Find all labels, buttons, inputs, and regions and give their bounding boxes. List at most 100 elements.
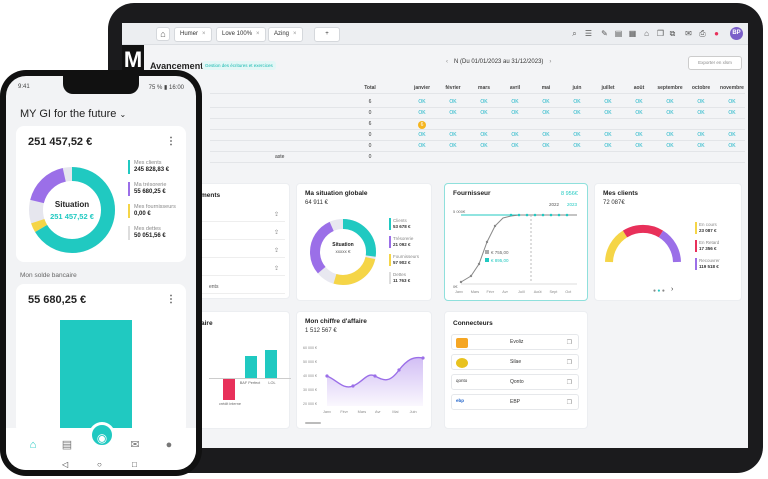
print-icon[interactable]: ⎙ bbox=[699, 29, 706, 38]
menu-icon[interactable]: ☰ bbox=[584, 29, 593, 38]
export-button[interactable]: Exporter en xlsm bbox=[688, 56, 742, 70]
table-header-cell: janvier bbox=[413, 85, 431, 91]
browser-tab-humer[interactable]: Humer × bbox=[174, 27, 212, 42]
browser-tab-love[interactable]: Love 100% × bbox=[216, 27, 266, 42]
bank-icon[interactable]: ⌂ bbox=[644, 29, 649, 38]
notification-icon[interactable]: ● bbox=[714, 29, 719, 38]
link-icon[interactable]: ⧉ bbox=[669, 29, 676, 38]
document-item[interactable]: ⇪ bbox=[201, 208, 285, 222]
axis-tick-label: Janv bbox=[323, 410, 332, 414]
document-item[interactable]: ⇪ bbox=[201, 244, 285, 258]
copy-icon[interactable]: ❐ bbox=[656, 29, 665, 38]
fournisseur-card[interactable]: Fournisseur 8 956€ 2022 2023 5 000€ 0€ €… bbox=[444, 183, 588, 301]
legend-label: Recouvrer bbox=[699, 258, 720, 263]
connector-evoliz[interactable]: Evoliz ❐ bbox=[451, 334, 579, 350]
table-header-cell: mars bbox=[478, 85, 490, 91]
status-ok: OK bbox=[697, 132, 705, 138]
close-icon[interactable]: × bbox=[256, 31, 260, 37]
profile-icon[interactable]: ● bbox=[165, 439, 173, 451]
recents-icon[interactable]: □ bbox=[132, 460, 137, 469]
card-title: Ma situation globale bbox=[305, 190, 368, 197]
home-icon[interactable]: ⌂ bbox=[29, 439, 37, 451]
more-icon[interactable]: ⋮ bbox=[166, 294, 176, 305]
upload-icon[interactable]: ⇪ bbox=[273, 230, 279, 236]
connector-ebp[interactable]: ebp EBP ❐ bbox=[451, 394, 579, 410]
series-value: € 895,00 bbox=[485, 258, 509, 263]
chevron-right-icon[interactable]: › bbox=[549, 59, 552, 65]
chevron-left-icon[interactable]: ‹ bbox=[446, 59, 448, 65]
legend-swatch bbox=[485, 258, 489, 262]
copy-icon[interactable]: ❐ bbox=[566, 360, 572, 366]
status-ok: OK bbox=[449, 110, 457, 116]
connector-qonto[interactable]: qonto Qonto ❐ bbox=[451, 374, 579, 390]
mail-icon[interactable]: ✉ bbox=[685, 29, 692, 38]
period-selector[interactable]: ‹ N (Du 01/01/2023 au 31/12/2023) › bbox=[440, 59, 557, 65]
close-icon[interactable]: × bbox=[293, 31, 297, 37]
card-title: Connecteurs bbox=[453, 320, 493, 327]
legend-value: 17 356 € bbox=[699, 246, 717, 251]
table-header-cell: avril bbox=[509, 85, 521, 91]
legend-value: 11 763 € bbox=[393, 278, 411, 283]
more-icon[interactable]: ⋮ bbox=[166, 136, 176, 147]
chat-icon[interactable]: ✉ bbox=[130, 439, 140, 451]
tab-label: Azing bbox=[274, 31, 290, 37]
situation-donut bbox=[310, 219, 376, 285]
camera-button[interactable]: ◉ bbox=[89, 422, 115, 448]
copy-icon[interactable]: ❐ bbox=[566, 340, 572, 346]
year-2022[interactable]: 2022 bbox=[549, 202, 560, 207]
home-icon[interactable]: ⌂ bbox=[156, 27, 170, 41]
connector-silae[interactable]: Silae ❐ bbox=[451, 354, 579, 370]
chevron-right-icon[interactable]: › bbox=[671, 286, 674, 293]
chevron-down-icon[interactable]: ⌄ bbox=[119, 110, 127, 119]
axis-tick-label: Mars bbox=[470, 290, 480, 294]
edit-icon[interactable]: ✎ bbox=[601, 29, 608, 38]
company-selector[interactable]: MY GI for the future ⌄ bbox=[20, 108, 126, 120]
y-axis-labels: 60 000 € 50 000 € 40 000 € 30 000 € 20 000 € bbox=[303, 346, 325, 406]
new-tab-button[interactable]: + bbox=[314, 27, 340, 42]
chiffre-card: Mon chiffre d'affaire 1 512 567 € 60 000… bbox=[296, 311, 432, 429]
bar-credit bbox=[223, 378, 235, 400]
connecteurs-card: Connecteurs Evoliz ❐ Silae ❐ qonto Qonto ❐ e… bbox=[444, 311, 588, 429]
home-circle-icon[interactable]: ○ bbox=[97, 460, 102, 469]
legend-value: 53 678 € bbox=[393, 224, 411, 229]
close-icon[interactable]: × bbox=[202, 31, 206, 37]
status-ok: OK bbox=[480, 143, 488, 149]
clients-card: Mes clients 72 087€ En cours 23 087 € En … bbox=[594, 183, 742, 301]
legend-item: Clients 53 678 € bbox=[389, 218, 411, 230]
upload-icon[interactable]: ⇪ bbox=[273, 248, 279, 254]
search-icon[interactable]: ⌕ bbox=[572, 29, 577, 38]
document-icon[interactable]: ▤ bbox=[614, 29, 623, 38]
document-icon[interactable]: ▤ bbox=[61, 439, 73, 451]
legend-label: Ma trésorerie bbox=[134, 182, 167, 188]
status-ok: OK bbox=[511, 143, 519, 149]
status-ok: OK bbox=[511, 132, 519, 138]
carousel-dots[interactable]: ● ● ● bbox=[653, 288, 665, 294]
copy-icon[interactable]: ❐ bbox=[566, 400, 572, 406]
phone-device: 9:41 75 % ▮ 16:00 MY GI for the future ⌄… bbox=[0, 70, 202, 476]
copy-icon[interactable]: ❐ bbox=[566, 380, 572, 386]
document-label: ents bbox=[209, 284, 219, 290]
browser-tab-azing[interactable]: Azing × bbox=[268, 27, 303, 42]
document-item[interactable]: ⇪ bbox=[201, 226, 285, 240]
status-badge[interactable]: Gestion des écritures et exercices bbox=[202, 61, 276, 70]
document-item[interactable]: ⇪ bbox=[201, 262, 285, 276]
bar-label: BAF Perfect bbox=[239, 381, 261, 385]
status-ok: OK bbox=[604, 110, 612, 116]
axis-tick-label: Sept bbox=[549, 290, 558, 294]
scrollbar[interactable] bbox=[305, 422, 321, 424]
legend-label: Fournisseurs bbox=[393, 254, 420, 259]
upload-icon[interactable]: ⇪ bbox=[273, 266, 279, 272]
status-ok: OK bbox=[449, 99, 457, 105]
year-2023[interactable]: 2023 bbox=[567, 202, 578, 207]
back-icon[interactable]: ◁ bbox=[62, 460, 69, 469]
status-battery: 75 % ▮ 16:00 bbox=[148, 85, 184, 91]
document-item-last[interactable]: ents bbox=[201, 280, 285, 294]
tab-label: Humer bbox=[180, 31, 199, 37]
avatar[interactable]: BP bbox=[730, 27, 743, 40]
status-ok: OK bbox=[635, 99, 643, 105]
legend-item: Recouvrer 119 518 € bbox=[695, 258, 720, 270]
status-ok: OK bbox=[728, 99, 736, 105]
calculator-icon[interactable]: ▦ bbox=[628, 29, 637, 38]
upload-icon[interactable]: ⇪ bbox=[273, 212, 279, 218]
